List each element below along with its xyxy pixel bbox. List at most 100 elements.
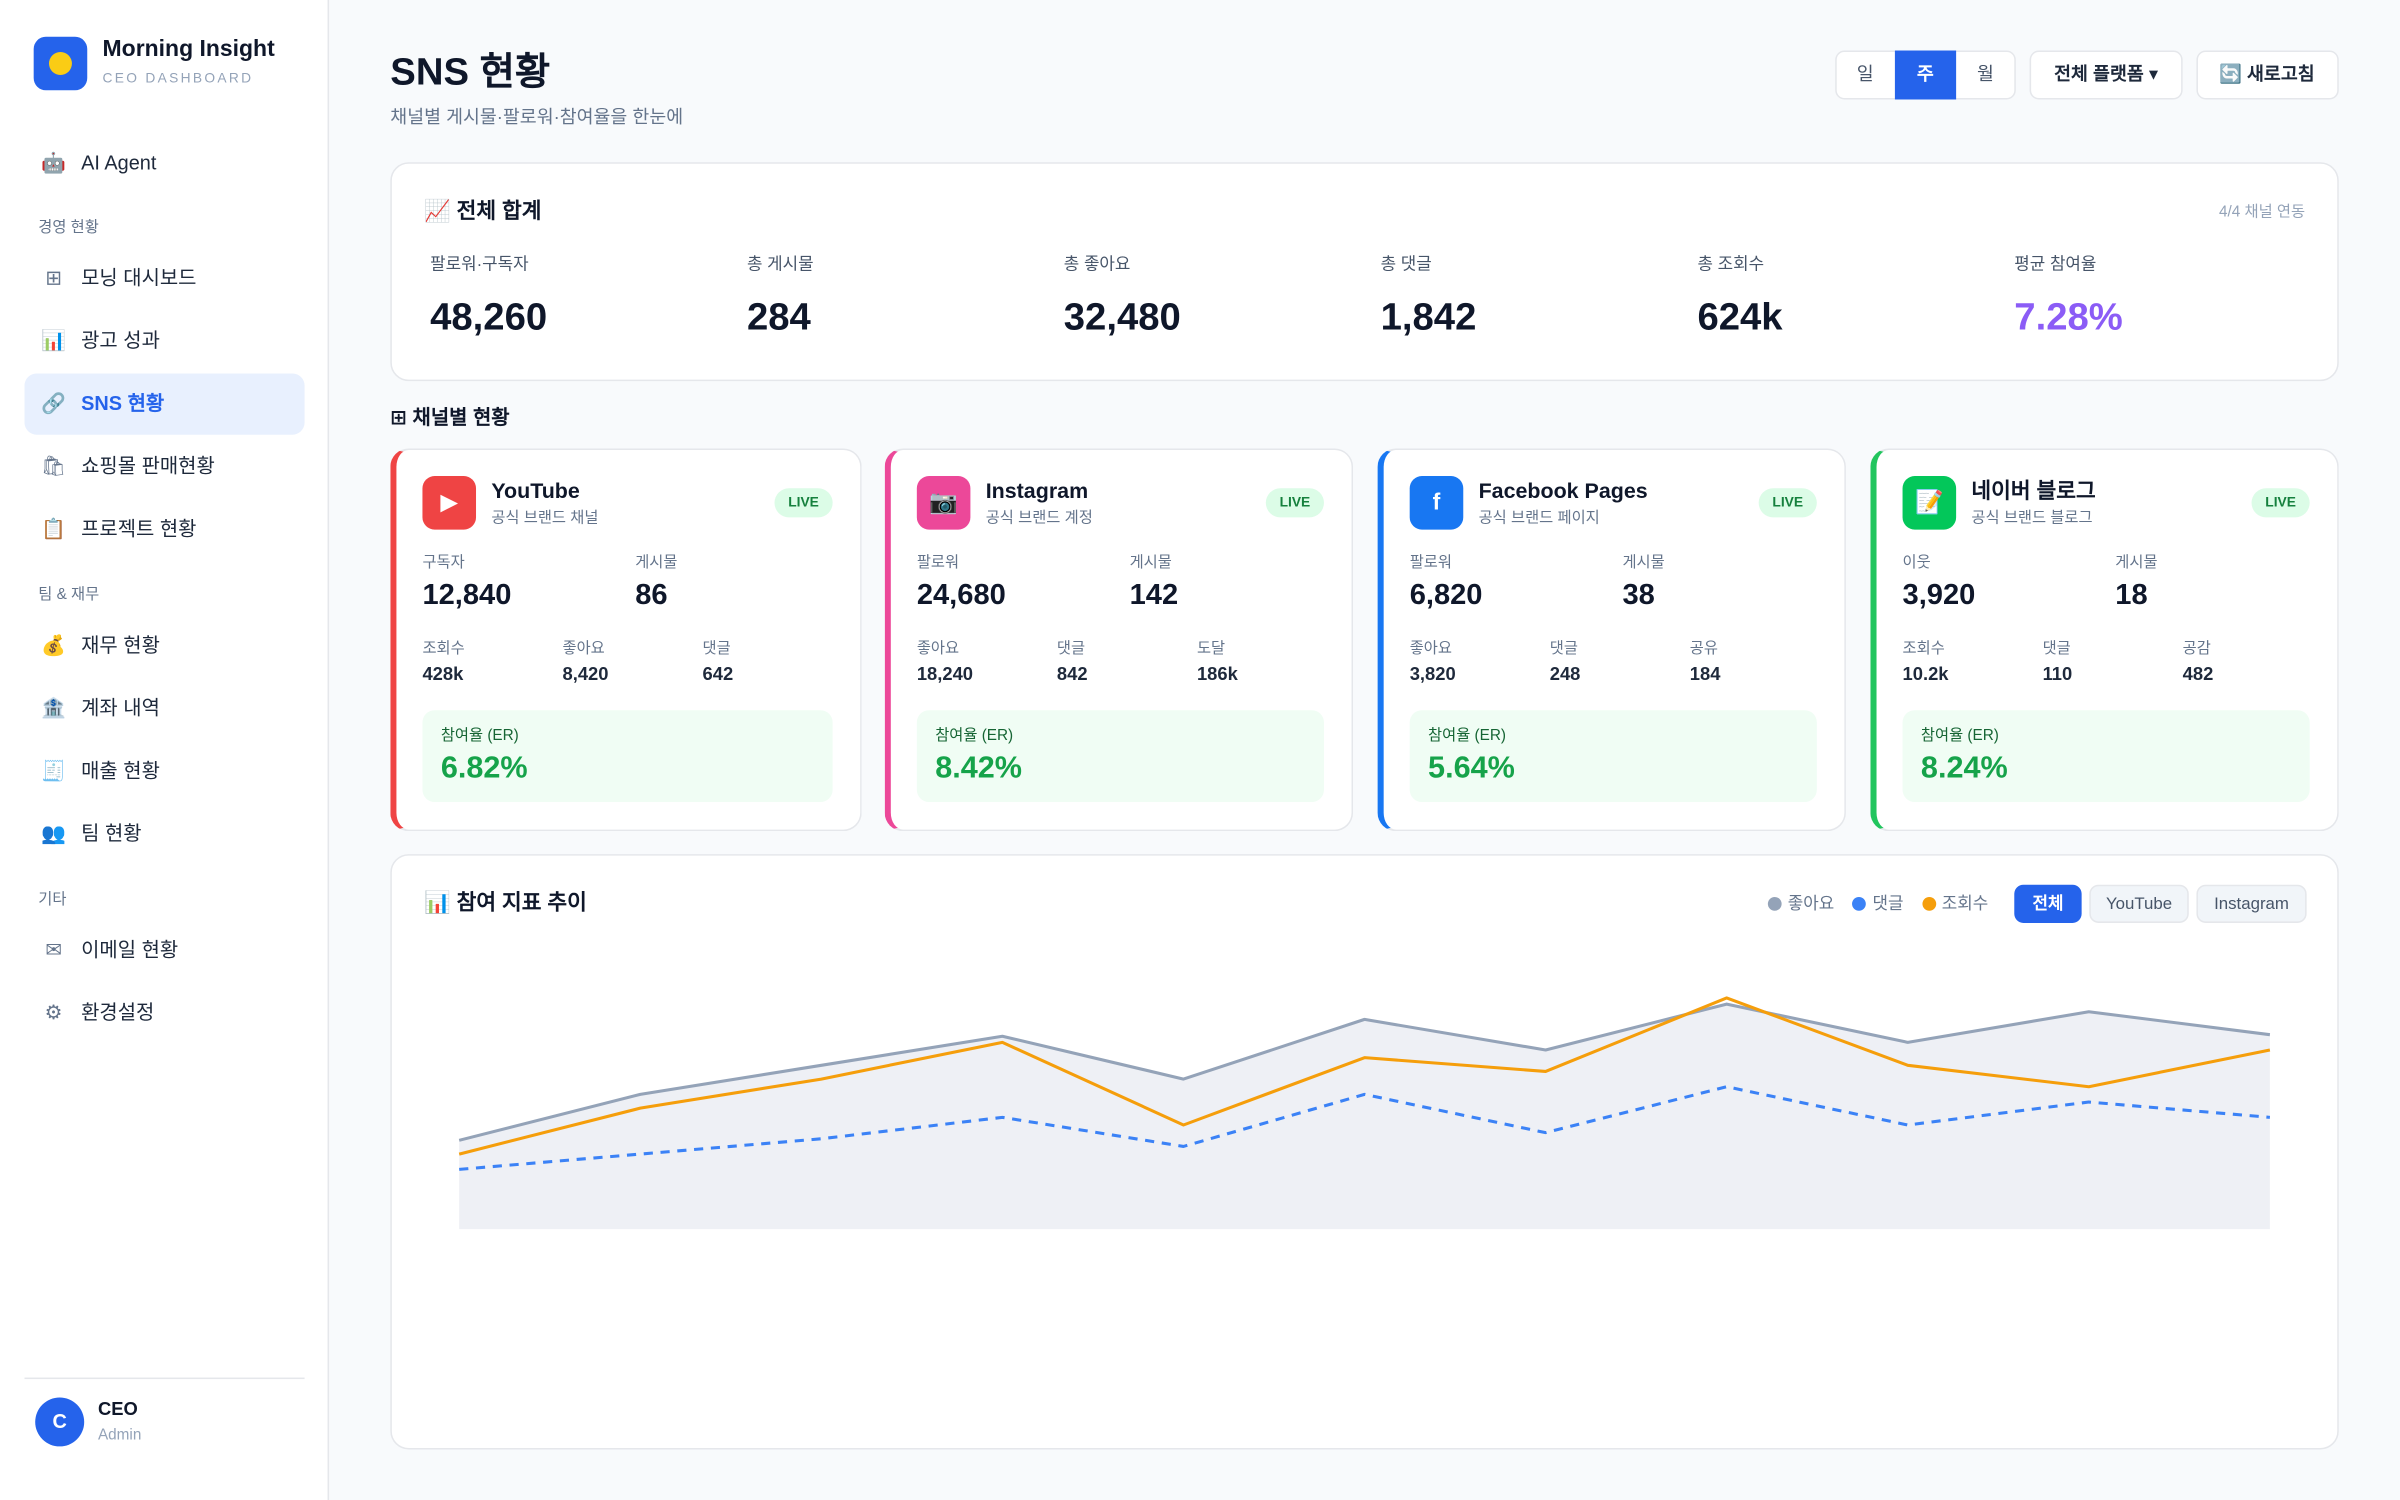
nav-group-title: 기타 [38,891,67,909]
nav-icon: 🤖 [41,151,66,175]
live-label: LIVE [2265,493,2296,510]
stat-label: 댓글 [2042,640,2071,658]
stat-value: 184 [1689,663,1721,685]
chart-tab-label: 전체 [2032,895,2064,914]
nav-item[interactable] [24,741,304,802]
stat-value: 86 [635,579,668,612]
stat-value: 38 [1622,579,1655,612]
chart-title: 📊 참여 지표 추이 [423,889,587,915]
chart-tab[interactable] [2014,884,2082,923]
nav-label: 광고 성과 [81,328,160,352]
legend-dot [1767,896,1782,911]
chart-card [390,854,2339,1450]
stat-value: 110 [2042,663,2073,685]
stat-value: 24,680 [916,579,1006,612]
nav-item[interactable] [24,678,304,739]
channel-icon-bg [1409,476,1464,530]
stat-value: 6,820 [1409,579,1483,612]
channel-name: YouTube [491,478,580,503]
page-title: SNS 현황 [390,50,551,94]
nav-icon: 🔗 [41,391,66,415]
channel-name: 네이버 블로그 [1971,478,2096,503]
channel-icon-bg [422,476,477,530]
nav-icon: 📊 [41,328,66,352]
channel-sub: 공식 브랜드 블로그 [1971,510,2093,528]
stat-label: 팔로워 [916,554,960,572]
stat-value: 12,840 [422,579,512,612]
metric-label: 총 좋아요 [1063,255,1131,274]
user-name: CEO [97,1398,138,1420]
nav-label: 매출 현황 [81,758,160,782]
nav-icon: ✉ [45,938,62,961]
nav-item[interactable] [24,311,304,372]
stat-value: 8,420 [562,663,609,685]
legend-dot [1921,896,1936,911]
chart-tab-label: Instagram [2214,895,2289,914]
stat-label: 댓글 [1056,640,1086,658]
stat-label: 좋아요 [916,640,960,658]
live-label: LIVE [1772,493,1804,510]
brand-sub: CEO DASHBOARD [102,70,254,86]
nav-item[interactable] [24,615,304,676]
metric-label: 팔로워·구독자 [430,255,529,274]
stat-label: 구독자 [422,554,465,572]
nav-item[interactable] [24,983,304,1044]
nav-label: 이메일 현황 [81,938,179,961]
chart-tab[interactable] [2089,884,2189,923]
summary-title: 📈 전체 합계 [423,197,542,223]
legend-dot [1852,896,1867,911]
stat-value: 142 [1129,579,1179,612]
nav-item[interactable] [24,373,305,435]
metric-value: 32,480 [1063,295,1181,339]
stat-label: 좋아요 [1409,640,1452,658]
stat-label: 도달 [1196,640,1226,658]
er-box [422,710,833,803]
period-label: 일 [1856,63,1874,85]
legend-label: 댓글 [1872,895,1904,914]
nav-label: 재무 현황 [81,633,160,657]
metric-value: 7.28% [2014,295,2123,339]
page-subtitle: 채널별 게시물·팔로워·참여율을 한눈에 [390,106,684,128]
nav-icon: ⊞ [45,266,62,290]
live-badge [2251,488,2310,518]
sidebar-divider [24,1377,305,1380]
metric-value: 48,260 [430,295,548,339]
nav-group-title: 경영 현황 [38,219,99,237]
er-label: 참여율 (ER) [1428,727,1507,745]
nav-label: SNS 현황 [81,391,165,415]
metric-label: 평균 참여율 [2014,255,2097,274]
nav-item[interactable] [24,133,304,194]
stat-label: 댓글 [1549,640,1578,658]
nav-label: 모닝 대시보드 [81,266,197,290]
nav-label: 계좌 내역 [81,696,160,720]
period-label: 월 [1977,63,1994,85]
er-box [1409,710,1817,803]
legend-label: 좋아요 [1787,895,1835,914]
nav-icon: 🏦 [41,696,66,720]
er-value: 8.24% [1920,751,2008,786]
refresh-button[interactable] [2196,50,2339,100]
stat-value: 18 [2115,579,2148,612]
stat-value: 642 [702,663,734,685]
avatar-initial: C [52,1409,67,1433]
metric-label: 총 게시물 [746,255,814,274]
platform-button[interactable] [2029,50,2183,100]
channel-icon-bg [1902,476,1957,530]
stat-value: 482 [2182,663,2214,685]
legend-label: 조회수 [1941,895,1989,914]
stat-label: 이웃 [1902,554,1931,572]
er-label: 참여율 (ER) [935,727,1014,745]
channel-icon: f [1432,488,1441,515]
sidebar [0,0,330,1500]
chart-tab[interactable] [2196,884,2307,923]
stat-value: 10.2k [1902,663,1949,685]
summary-card [390,162,2339,382]
period-button[interactable] [1895,50,1956,100]
nav-icon: 🛍 [40,454,67,478]
metric-value: 1,842 [1380,295,1477,339]
nav-item[interactable] [24,804,304,865]
user-role: Admin [97,1427,142,1445]
avatar [35,1397,85,1447]
refresh-label: 🔄 새로고침 [2219,63,2315,85]
